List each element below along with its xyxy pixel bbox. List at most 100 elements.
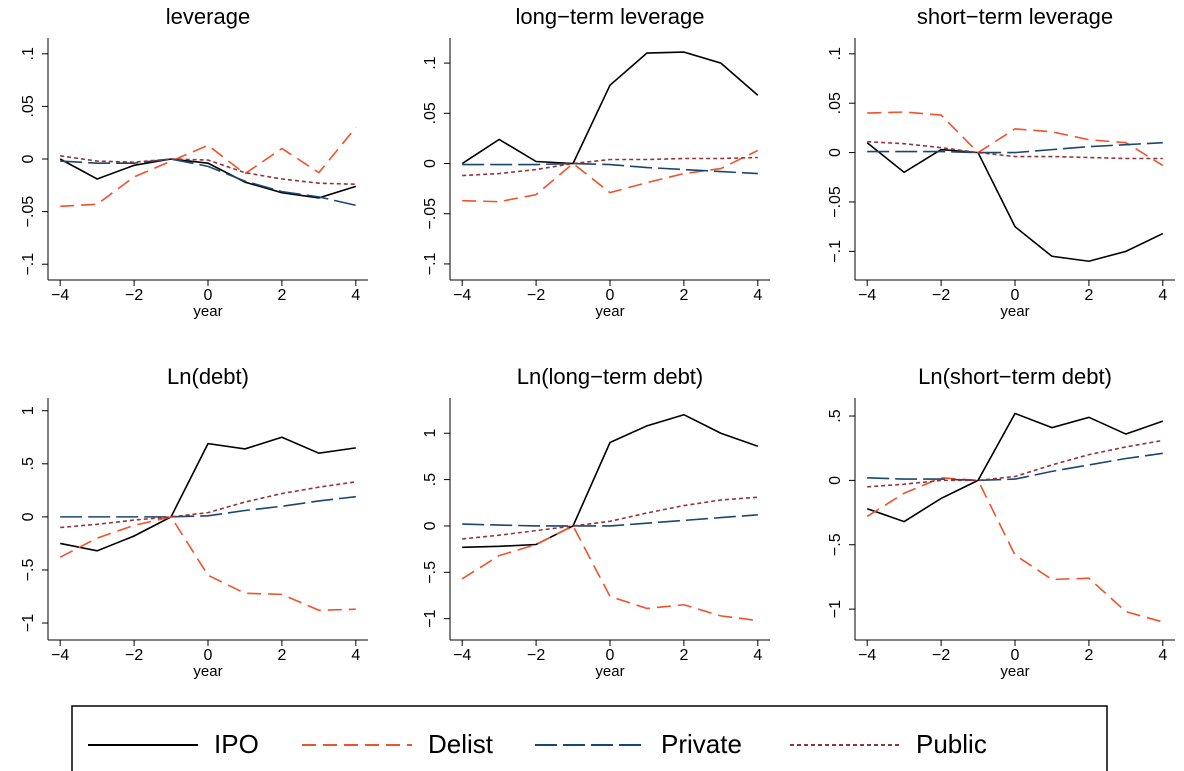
y-tick-label: .5: [20, 457, 37, 470]
series-line: [60, 126, 357, 208]
series-line: [461, 524, 758, 622]
x-tick-label: −4: [453, 287, 471, 304]
y-tick-label: −.1: [422, 252, 439, 275]
y-tick-label: 0: [827, 476, 844, 485]
chart-title: leverage: [166, 4, 250, 29]
x-tick-label: 2: [679, 647, 688, 664]
y-tick-label: .05: [827, 92, 844, 114]
x-axis-label: year: [193, 663, 222, 680]
chart-title: Ln(short−term debt): [918, 364, 1112, 389]
legend-label: Private: [661, 729, 742, 759]
x-tick-label: 4: [351, 287, 360, 304]
x-tick-label: 0: [1011, 647, 1020, 664]
x-tick-label: 2: [277, 647, 286, 664]
y-tick-label: −.5: [422, 561, 439, 584]
x-tick-label: 0: [1011, 287, 1020, 304]
y-tick-label: 1: [422, 429, 439, 438]
y-tick-label: 0: [422, 159, 439, 168]
x-tick-label: 0: [204, 647, 213, 664]
chart-title: short−term leverage: [917, 4, 1113, 29]
y-tick-label: 0: [827, 148, 844, 157]
y-tick-label: −.05: [20, 196, 37, 228]
x-tick-label: −4: [858, 647, 876, 664]
series-line: [462, 413, 759, 549]
y-tick-label: −.1: [827, 240, 844, 263]
series-line: [59, 158, 357, 199]
x-tick-label: 0: [606, 647, 615, 664]
y-tick-label: 0: [422, 521, 439, 530]
legend-box: [71, 705, 1108, 771]
y-tick-label: 0: [20, 154, 37, 163]
series-line: [60, 158, 356, 207]
x-axis-label: year: [595, 663, 624, 680]
series-line: [462, 156, 758, 177]
x-tick-label: 4: [753, 647, 762, 664]
y-tick-label: .1: [827, 47, 844, 60]
y-tick-label: .5: [422, 473, 439, 486]
y-tick-label: 1: [20, 406, 37, 415]
x-tick-label: 2: [1084, 287, 1093, 304]
y-tick-label: −.5: [827, 533, 844, 556]
x-tick-label: −4: [858, 287, 876, 304]
x-tick-label: 2: [679, 287, 688, 304]
legend-label: Public: [916, 729, 987, 759]
x-tick-label: 4: [351, 647, 360, 664]
legend-label: Delist: [428, 729, 494, 759]
series-line: [462, 162, 758, 175]
x-tick-label: 4: [753, 287, 762, 304]
chart-title: long−term leverage: [516, 4, 705, 29]
x-tick-label: −4: [51, 287, 69, 304]
x-tick-label: −2: [527, 647, 545, 664]
series-line: [462, 496, 758, 540]
x-tick-label: 0: [204, 287, 213, 304]
series-line: [60, 481, 356, 529]
y-tick-label: .05: [20, 95, 37, 117]
y-tick-label: −.05: [422, 198, 439, 230]
x-tick-label: −2: [125, 647, 143, 664]
x-axis-label: year: [1000, 303, 1029, 320]
x-tick-label: −2: [932, 287, 950, 304]
series-line: [866, 142, 1164, 263]
series-line: [867, 452, 1163, 482]
y-tick-label: −1: [827, 600, 844, 618]
y-tick-label: .5: [827, 409, 844, 422]
series-line: [867, 439, 1163, 488]
x-tick-label: 0: [606, 287, 615, 304]
series-line: [60, 495, 356, 518]
y-tick-label: −1: [422, 609, 439, 627]
y-tick-label: −1: [20, 614, 37, 632]
x-axis-label: year: [193, 303, 222, 320]
series-line: [866, 476, 1164, 623]
legend-label: IPO: [214, 729, 259, 759]
series-line: [867, 140, 1163, 160]
x-tick-label: −4: [453, 647, 471, 664]
y-tick-label: .05: [422, 102, 439, 124]
y-tick-label: −.1: [20, 253, 37, 276]
x-tick-label: 4: [1158, 287, 1167, 304]
x-axis-label: year: [1000, 663, 1029, 680]
x-tick-label: −2: [527, 287, 545, 304]
y-tick-label: 0: [20, 512, 37, 521]
y-tick-label: −.05: [827, 186, 844, 218]
series-line: [59, 515, 356, 612]
series-line: [462, 149, 759, 203]
series-line: [867, 141, 1163, 154]
chart-title: Ln(debt): [167, 364, 249, 389]
x-tick-label: −4: [51, 647, 69, 664]
x-tick-label: 2: [277, 287, 286, 304]
y-tick-label: −.5: [20, 559, 37, 582]
series-line: [867, 111, 1164, 167]
y-tick-label: .1: [422, 56, 439, 69]
series-line: [60, 155, 356, 186]
x-tick-label: 4: [1158, 647, 1167, 664]
series-line: [461, 51, 759, 165]
series-line: [60, 436, 356, 552]
series-line: [866, 412, 1164, 523]
series-line: [462, 514, 758, 527]
x-axis-label: year: [595, 303, 624, 320]
x-tick-label: 2: [1084, 647, 1093, 664]
x-tick-label: −2: [125, 287, 143, 304]
x-tick-label: −2: [932, 647, 950, 664]
chart-title: Ln(long−term debt): [517, 364, 704, 389]
